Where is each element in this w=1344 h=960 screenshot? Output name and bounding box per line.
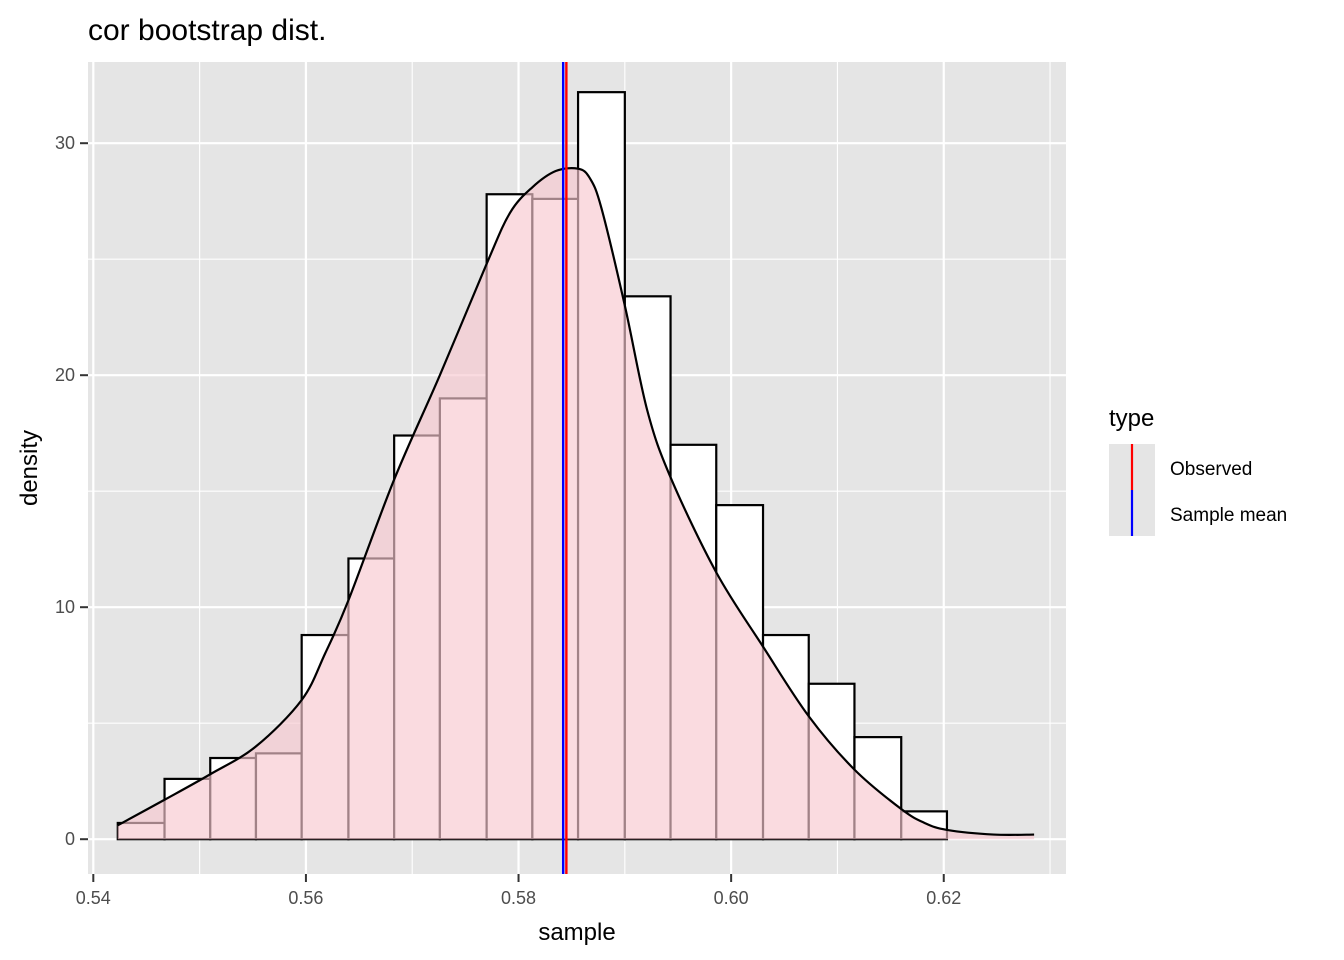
- y-tick-label: 0: [65, 829, 75, 849]
- legend-label-observed: Observed: [1170, 459, 1252, 480]
- y-tick-label: 30: [55, 133, 75, 153]
- legend-title: type: [1109, 405, 1154, 432]
- x-tick-label: 0.56: [288, 888, 323, 908]
- y-tick-label: 20: [55, 365, 75, 385]
- y-axis: 0 10 20 30: [55, 133, 88, 849]
- legend-entry-observed: Observed: [1109, 444, 1252, 490]
- y-tick-label: 10: [55, 597, 75, 617]
- y-axis-title: density: [16, 430, 43, 506]
- density-curve: [117, 167, 1035, 836]
- chart-title: cor bootstrap dist.: [88, 14, 326, 47]
- x-axis-title: sample: [538, 919, 615, 946]
- legend-entry-sample-mean: Sample mean: [1109, 490, 1287, 536]
- x-axis: 0.54 0.56 0.58 0.60 0.62: [76, 874, 961, 908]
- x-tick-label: 0.54: [76, 888, 111, 908]
- legend-label-sample-mean: Sample mean: [1170, 505, 1287, 526]
- x-tick-label: 0.58: [501, 888, 536, 908]
- legend: type Observed Sample mean: [1109, 405, 1287, 536]
- reference-lines: [561, 62, 568, 874]
- x-tick-label: 0.62: [926, 888, 961, 908]
- x-tick-label: 0.60: [714, 888, 749, 908]
- density-area: [117, 168, 1035, 840]
